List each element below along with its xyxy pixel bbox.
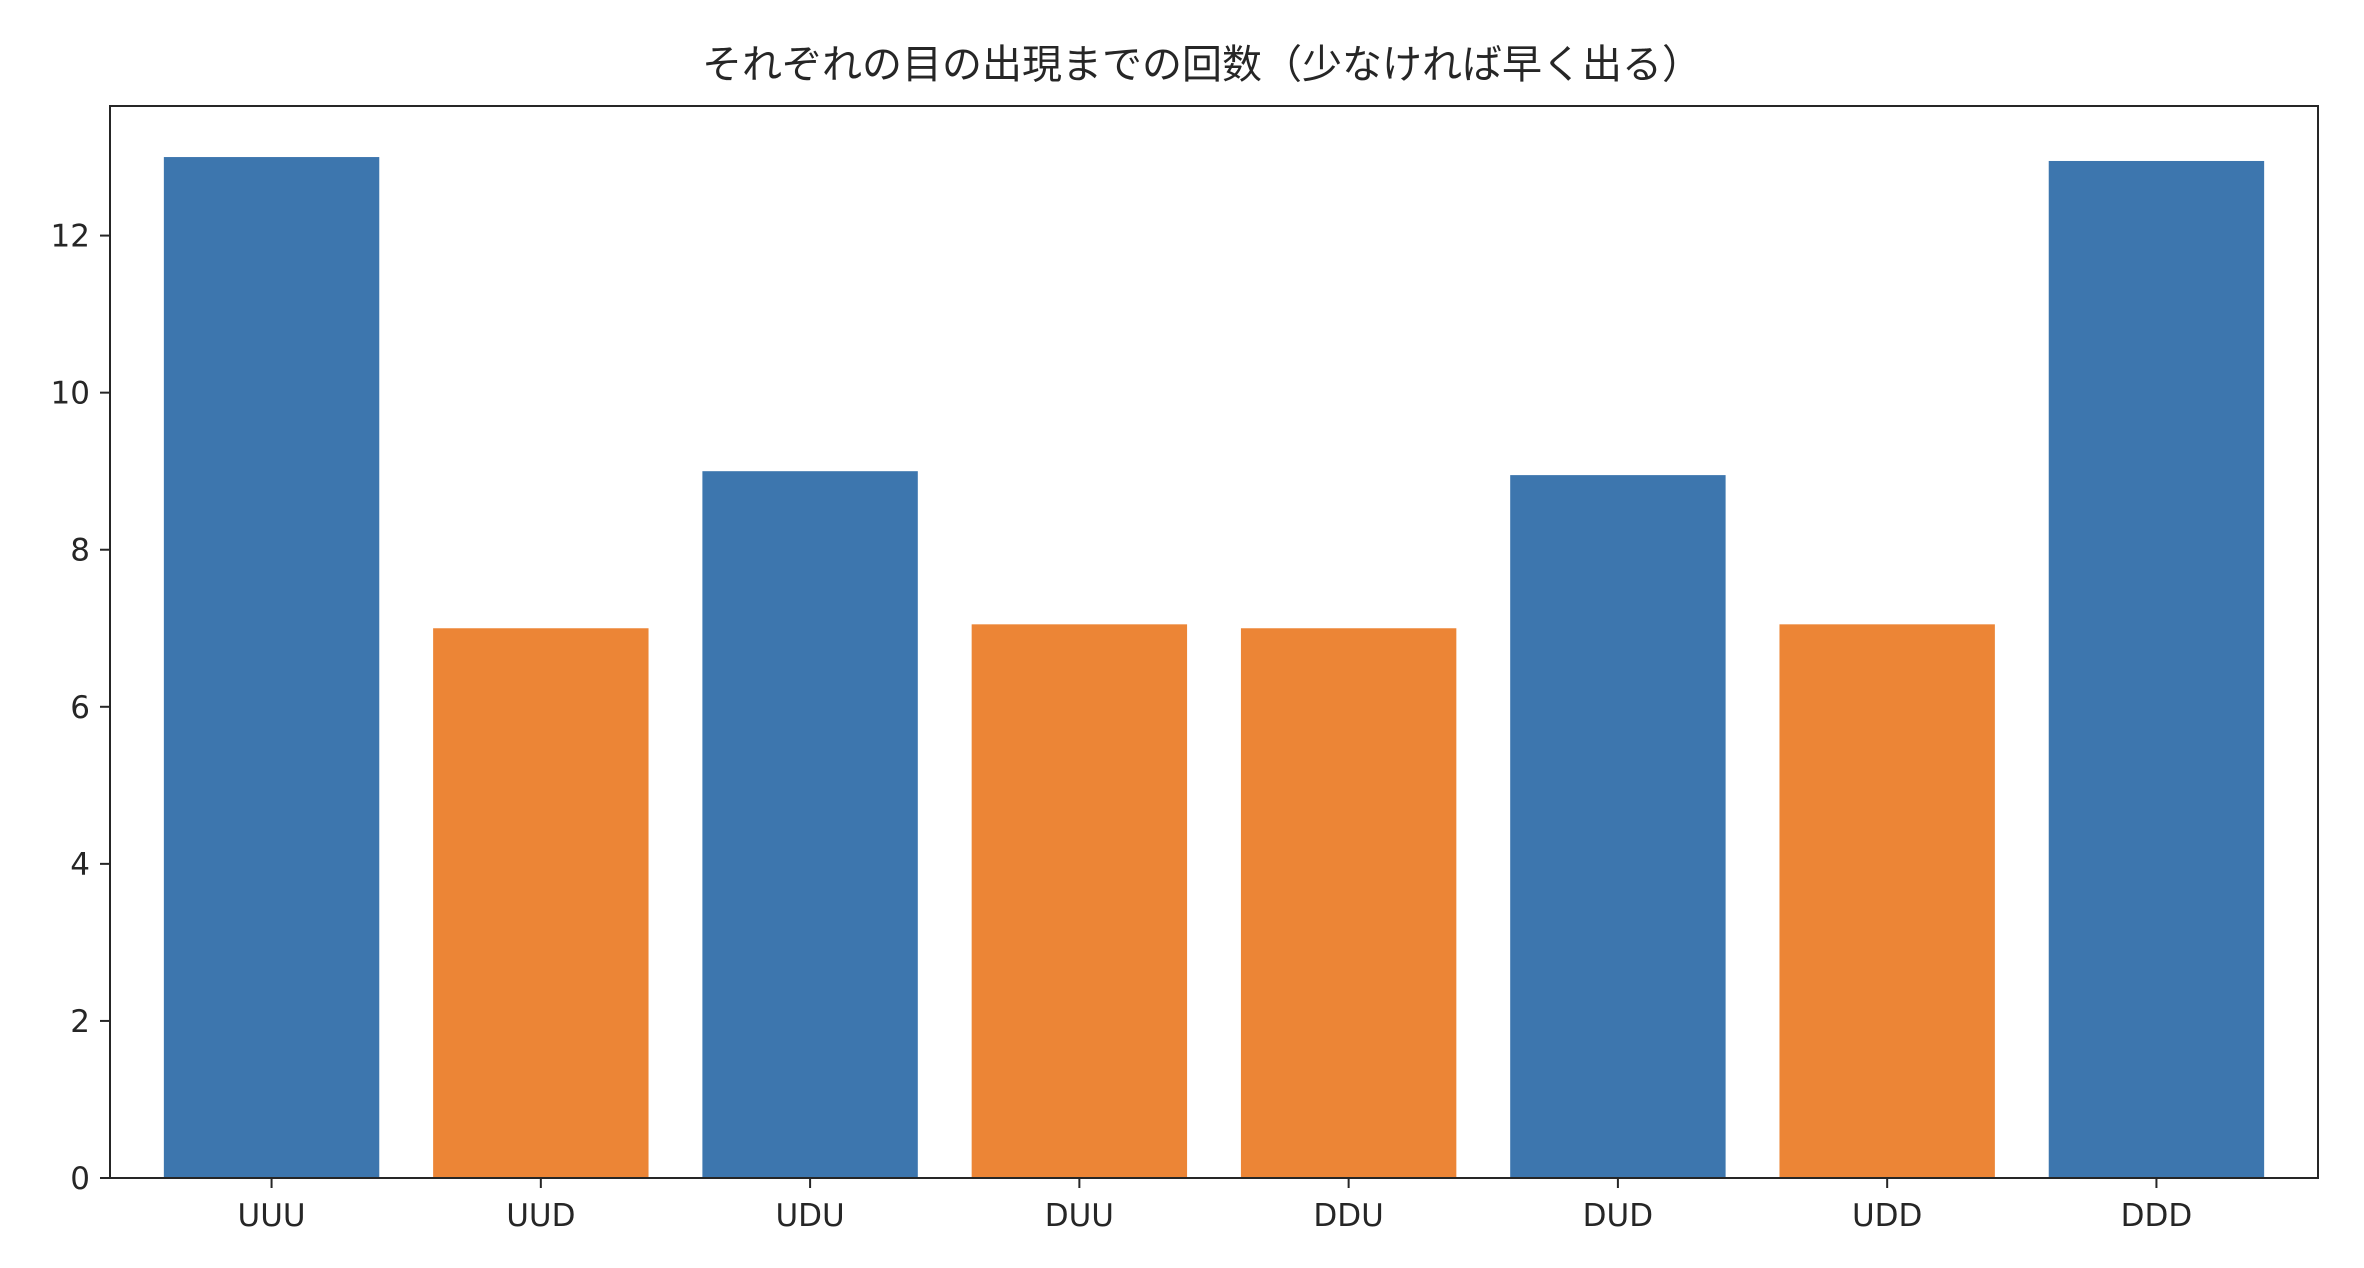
bar-udu — [702, 471, 918, 1179]
x-tick-label: UDD — [1852, 1198, 1922, 1234]
bar-udd — [1779, 624, 1995, 1178]
axes-layer: 0 2 4 6 8 10 12 UUU UUD UDU DUU DDU DUD UDD DDD — [51, 105, 2319, 1234]
x-tick-label: DDU — [1313, 1198, 1383, 1234]
bar-uuu — [163, 157, 380, 1179]
x-tick-label: DDD — [2121, 1198, 2193, 1234]
x-tick-label: DUD — [1583, 1198, 1653, 1234]
y-tick-label: 8 — [70, 533, 90, 569]
x-tick-label: DUU — [1045, 1198, 1114, 1234]
bar-duu — [971, 624, 1188, 1178]
y-tick-label: 6 — [70, 690, 90, 726]
bar-ddd — [2048, 160, 2265, 1178]
x-tick-label: UUU — [238, 1198, 306, 1234]
y-tick-label: 10 — [51, 376, 90, 412]
plot-frame — [109, 105, 2319, 1179]
x-tick-label: UDU — [775, 1198, 844, 1234]
y-tick-label: 4 — [70, 847, 90, 883]
bar-uud — [433, 628, 649, 1178]
y-tick-label: 12 — [51, 219, 90, 255]
bar-dud — [1510, 475, 1726, 1179]
y-tick-label: 0 — [70, 1161, 90, 1197]
chart-title: それぞれの目の出現までの回数（少なければ早く出る） — [702, 42, 1702, 88]
bar-ddu — [1240, 628, 1457, 1178]
x-tick-label: UUD — [506, 1198, 575, 1234]
y-tick-label: 2 — [70, 1004, 90, 1040]
bars-layer — [163, 157, 2265, 1179]
